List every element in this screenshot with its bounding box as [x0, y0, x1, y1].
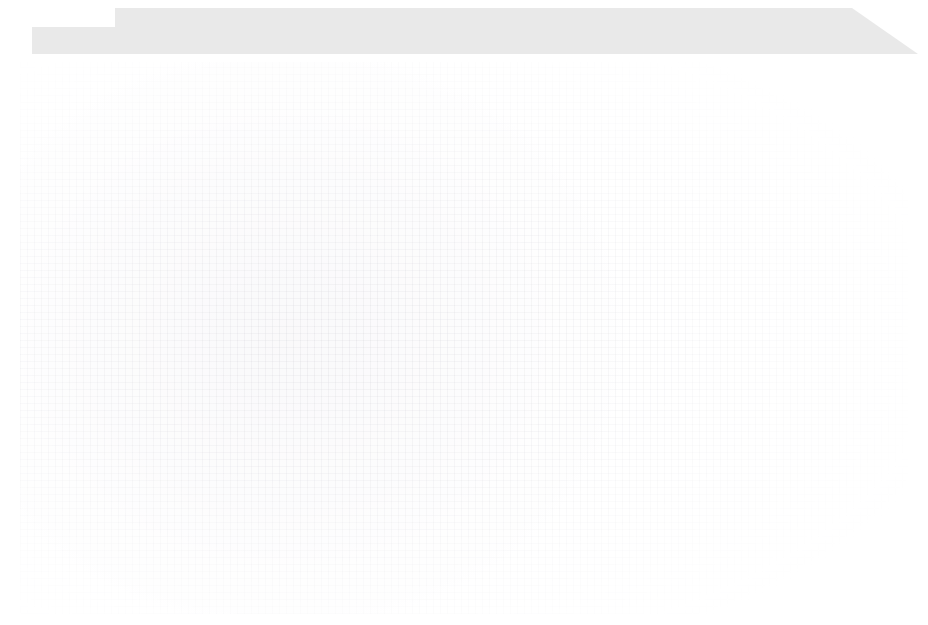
faded-texture-shade [20, 62, 908, 614]
tab-strip [0, 0, 928, 60]
active-tab[interactable] [32, 8, 918, 54]
content-area [20, 62, 908, 614]
tab-strip-shape [32, 8, 918, 54]
faded-grid-pattern [20, 62, 908, 614]
